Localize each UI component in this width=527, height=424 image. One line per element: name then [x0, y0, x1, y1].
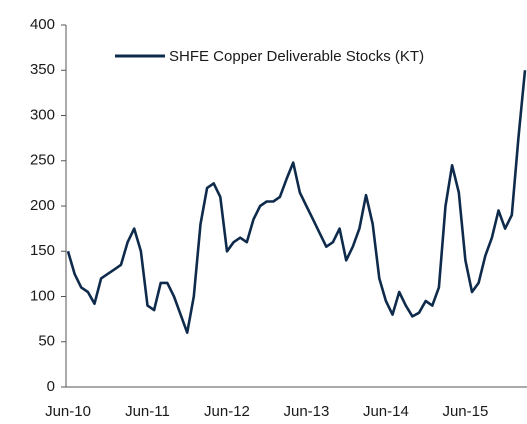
x-tick-label: Jun-14 [363, 403, 409, 420]
x-tick-label: Jun-12 [204, 403, 250, 420]
data-line [66, 70, 527, 334]
y-tick-label: 50 [38, 333, 55, 350]
x-tick-label: Jun-15 [442, 403, 488, 420]
legend-label: SHFE Copper Deliverable Stocks (KT) [169, 48, 424, 65]
y-tick-label: 400 [30, 16, 55, 33]
y-tick-label: 300 [30, 106, 55, 123]
x-tick-label: Jun-10 [45, 403, 91, 420]
y-tick-label: 100 [30, 287, 55, 304]
x-tick-label: Jun-13 [283, 403, 329, 420]
x-tick-label: Jun-11 [125, 403, 170, 420]
y-tick-label: 200 [30, 197, 55, 214]
y-tick-label: 350 [30, 61, 55, 78]
y-tick-label: 150 [30, 242, 55, 259]
y-tick-label: 0 [47, 378, 55, 395]
y-tick-label: 250 [30, 152, 55, 169]
